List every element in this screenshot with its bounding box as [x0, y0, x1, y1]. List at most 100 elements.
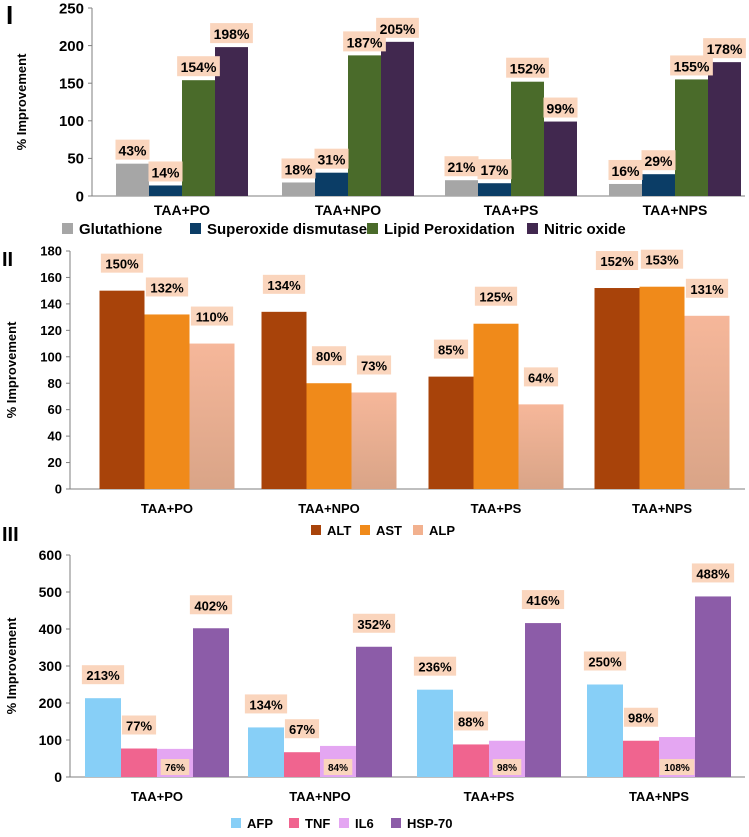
data-label: 31%: [317, 152, 346, 168]
x-tick-label: TAA+NPS: [632, 501, 692, 516]
bar-glutathione-taa-ps: [445, 180, 478, 196]
data-label-box: [413, 656, 457, 676]
data-label-box: [284, 719, 320, 739]
legend-label: Glutathione: [79, 221, 162, 238]
chart-panel-3: III 0 100 200 300 400 500 600 % Improvement TAA+P…: [2, 524, 745, 831]
data-label: 29%: [644, 153, 673, 169]
y-tick-label: 500: [39, 584, 63, 600]
data-label: 178%: [707, 41, 743, 57]
data-label: 85%: [438, 343, 464, 358]
data-label-box: [376, 17, 419, 38]
data-label-box: [453, 711, 489, 731]
y-tick-label: 250: [59, 0, 84, 17]
bar-alt-taa-npo: [261, 311, 307, 489]
data-label: 154%: [181, 59, 217, 75]
data-label-box: [121, 715, 157, 735]
data-label-box: [595, 251, 639, 271]
data-label-box: [506, 57, 549, 78]
y-tick-label: 200: [39, 695, 63, 711]
bar-ast-taa-npo: [306, 383, 352, 489]
bar-afp-taa-ps: [417, 689, 453, 777]
data-label: 18%: [284, 161, 313, 177]
data-label-box: [608, 159, 643, 180]
legend-label: AST: [376, 523, 402, 538]
panel-label: I: [6, 0, 13, 30]
data-label: 43%: [118, 143, 147, 159]
panel-label: III: [2, 524, 19, 546]
data-label: 64%: [528, 370, 554, 385]
bar-tnf-taa-ps: [453, 744, 489, 777]
data-label: 125%: [479, 290, 513, 305]
legend-label: ALT: [327, 523, 351, 538]
data-label-box: [685, 278, 729, 298]
bar-alt-taa-nps: [594, 288, 640, 489]
data-label: 250%: [588, 655, 622, 670]
legend-swatch: [231, 818, 241, 828]
bar-glutathione-taa-po: [116, 163, 149, 196]
bar-afp-taa-nps: [587, 684, 623, 777]
legend-label: AFP: [247, 816, 273, 831]
legend-label: Lipid Peroxidation: [384, 221, 515, 238]
y-tick-label: 140: [40, 296, 62, 311]
bar-alp-taa-ps: [518, 404, 564, 489]
bar-alp-taa-po: [189, 343, 235, 489]
legend-swatch: [190, 223, 201, 234]
data-label: 110%: [196, 310, 229, 325]
data-label-box: [281, 158, 316, 179]
data-label-box: [100, 253, 144, 273]
y-tick-label: 180: [40, 244, 62, 259]
data-label-box: [190, 306, 234, 326]
bar-alp-taa-nps: [684, 315, 730, 489]
data-label-box: [262, 274, 306, 294]
data-label-box: [115, 139, 150, 160]
bar-nitric-oxide-taa-ps: [544, 121, 577, 196]
legend-label: IL6: [355, 816, 374, 831]
data-label: 98%: [497, 763, 517, 774]
data-label: 155%: [674, 58, 710, 74]
x-tick-label: TAA+PO: [141, 501, 193, 516]
chart-panel-1: I 0 50 100 150 200 250 % Improvement TAA+PO TAA+N…: [6, 0, 746, 238]
bar-nitric-oxide-taa-npo: [381, 41, 414, 197]
data-label: 198%: [214, 26, 250, 42]
y-tick-label: 200: [59, 38, 84, 55]
bar-ast-taa-po: [144, 314, 190, 489]
bar-tnf-taa-npo: [284, 752, 320, 777]
bar-lipid-peroxidation-taa-nps: [675, 79, 708, 196]
data-label: 21%: [447, 159, 476, 175]
bar-glutathione-taa-npo: [282, 182, 315, 196]
data-label: 236%: [418, 660, 452, 675]
data-label-box: [210, 23, 253, 44]
data-label-box: [311, 346, 347, 366]
legend-label: HSP-70: [407, 816, 453, 831]
data-label: 152%: [510, 61, 546, 77]
data-label: 76%: [165, 763, 185, 774]
data-label: 67%: [289, 722, 315, 737]
data-label: 416%: [526, 593, 560, 608]
bar-lipid-peroxidation-taa-po: [182, 80, 215, 196]
data-label-box: [523, 367, 559, 387]
data-label-box: [81, 665, 125, 685]
y-axis-title: % Improvement: [4, 321, 19, 418]
bar-superoxide-dismutase-taa-npo: [315, 172, 348, 196]
legend-swatch: [413, 525, 423, 535]
data-label-box: [145, 277, 189, 297]
y-tick-label: 300: [39, 658, 63, 674]
data-label: 352%: [357, 617, 391, 632]
x-tick-label: TAA+PO: [131, 789, 183, 804]
y-tick-label: 120: [40, 323, 62, 338]
data-label: 99%: [546, 101, 575, 117]
bar-superoxide-dismutase-taa-ps: [478, 183, 511, 196]
bar-nitric-oxide-taa-po: [215, 47, 248, 196]
data-label-box: [477, 159, 512, 180]
data-label-box: [543, 97, 578, 118]
x-tick-label: TAA+PS: [464, 789, 515, 804]
bar-superoxide-dismutase-taa-po: [149, 185, 182, 196]
y-axis-title: % Improvement: [14, 53, 29, 150]
data-label-box: [641, 150, 676, 171]
y-tick-label: 150: [59, 75, 84, 92]
y-tick-label: 80: [48, 376, 62, 391]
legend-swatch: [367, 223, 378, 234]
data-label: 402%: [194, 598, 228, 613]
bar-alt-taa-ps: [428, 376, 474, 489]
